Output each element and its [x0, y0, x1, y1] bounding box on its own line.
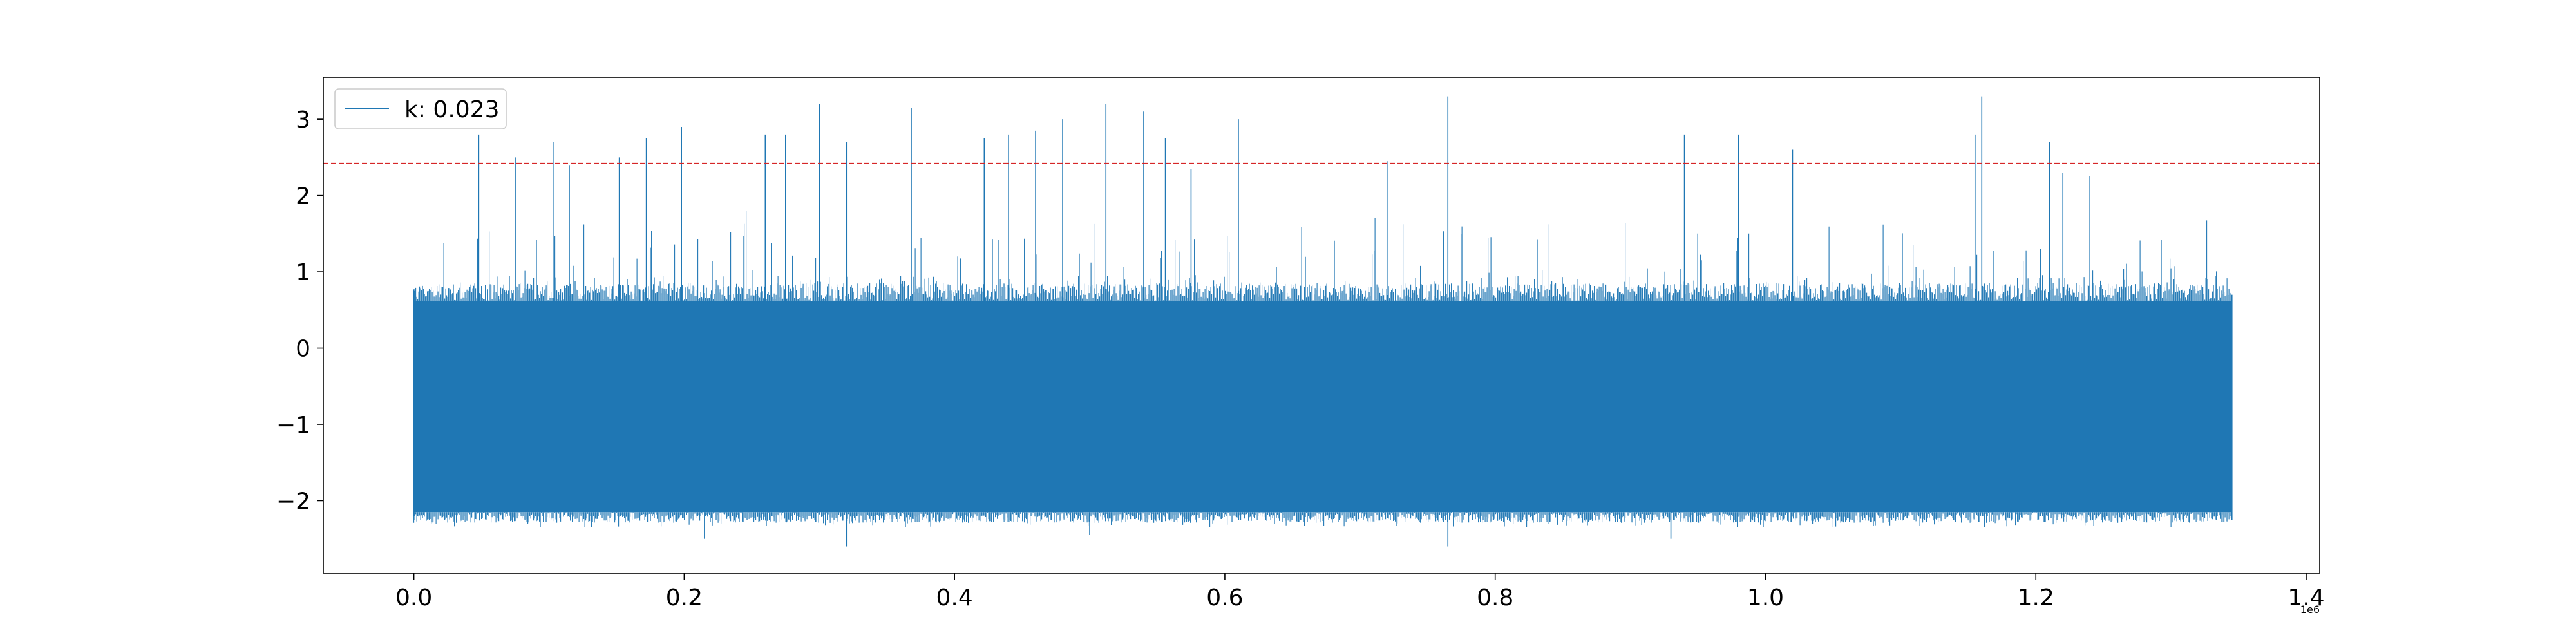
x-tick-label: 0.0 — [395, 585, 432, 611]
legend-box — [334, 88, 507, 129]
x-axis-offset-label: 1e6 — [2300, 603, 2320, 616]
y-tick-label: 3 — [296, 107, 310, 133]
x-tick-label: 0.2 — [666, 585, 703, 611]
x-tick-label: 0.6 — [1206, 585, 1243, 611]
y-tick-label: 0 — [296, 336, 310, 363]
x-axis: 0.0 0.2 0.4 0.6 0.8 1.0 1.2 1.4 — [395, 573, 2325, 611]
plot-frame — [323, 77, 2320, 574]
y-tick-label: 2 — [296, 184, 310, 210]
y-axis: −2 −1 0 1 2 3 — [276, 107, 323, 515]
legend: k: 0.023 — [334, 88, 507, 129]
y-tick-label: −2 — [276, 488, 310, 515]
y-tick-label: 1 — [296, 260, 310, 286]
legend-label: k: 0.023 — [404, 97, 499, 123]
x-tick-label: 1.4 — [2287, 585, 2324, 611]
series-lower-fringe — [413, 512, 2231, 527]
x-tick-label: 1.0 — [1747, 585, 1784, 611]
x-tick-label: 0.8 — [1477, 585, 1513, 611]
series-core-band — [413, 301, 2232, 513]
x-tick-label: 1.2 — [2018, 585, 2054, 611]
y-tick-label: −1 — [276, 412, 310, 439]
series-layer — [413, 96, 2233, 547]
x-tick-label: 0.4 — [936, 585, 973, 611]
